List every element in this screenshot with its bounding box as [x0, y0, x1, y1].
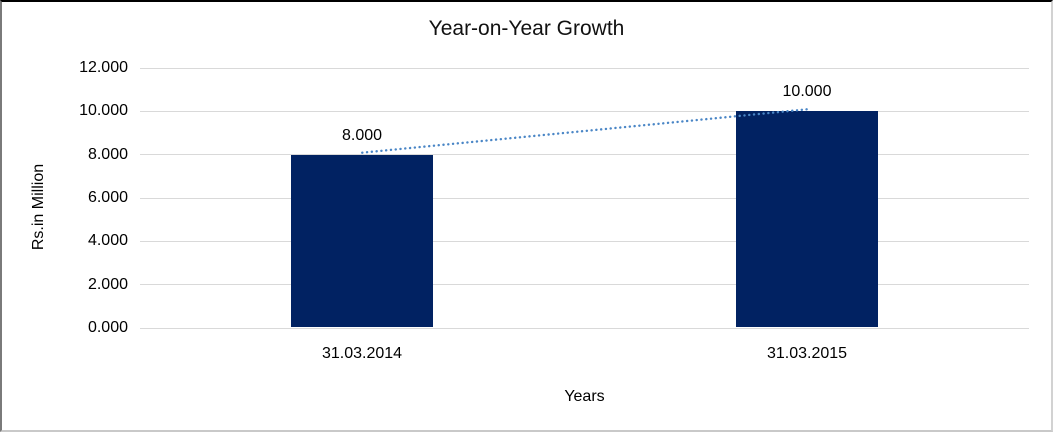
y-axis-tick-label: 2.000: [87, 275, 128, 293]
bar-31.03.2015: [736, 111, 878, 327]
y-axis-tick-label: 0.000: [87, 319, 128, 336]
gridline: [140, 154, 1029, 156]
gridline: [140, 284, 1029, 286]
bar-31.03.2014: [291, 155, 433, 327]
y-axis-tick-label: 10.000: [79, 102, 128, 120]
y-axis-tick-label: 8.000: [87, 145, 128, 163]
y-axis-tick-label: 6.000: [87, 189, 128, 206]
y-axis-tick-label: 12.000: [79, 59, 128, 76]
gridline: [140, 197, 1029, 199]
x-axis-category-label: 31.03.2014: [321, 345, 403, 362]
x-axis-category-label: 31.03.2015: [766, 345, 848, 362]
gridline: [140, 67, 1029, 69]
chart-title: Year-on-Year Growth: [428, 17, 625, 40]
gridline: [140, 327, 1029, 329]
gridline: [140, 240, 1029, 242]
bar-value-label: 8.000: [341, 127, 383, 144]
bar-value-label: 10.000: [782, 83, 832, 100]
gridline: [140, 110, 1029, 112]
x-axis-title: Years: [564, 388, 605, 405]
y-axis-tick-label: 4.000: [87, 232, 128, 250]
